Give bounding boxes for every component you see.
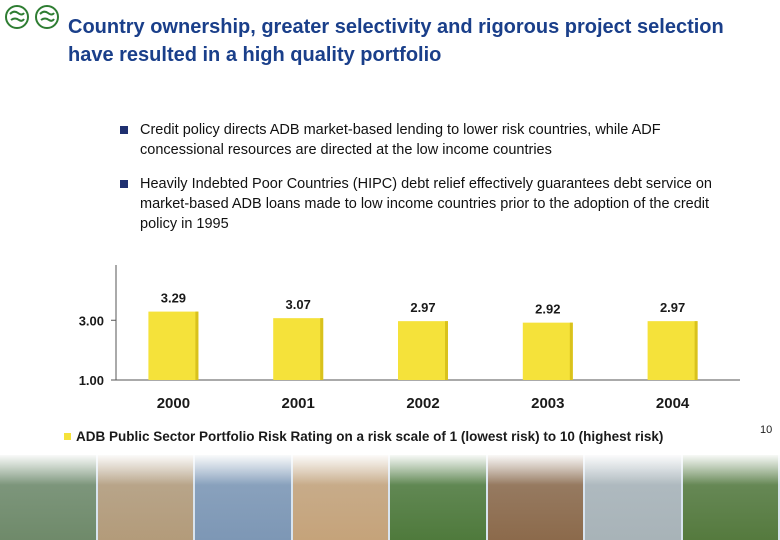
bullet-square-icon bbox=[120, 126, 128, 134]
bullet-text: Credit policy directs ADB market-based l… bbox=[140, 122, 661, 158]
x-tick-label: 2004 bbox=[656, 395, 690, 412]
adb-logo-icon bbox=[5, 5, 29, 29]
bar-value-label: 2.92 bbox=[535, 302, 560, 317]
y-tick-label: 1.00 bbox=[79, 373, 104, 388]
bullet-text: Heavily Indebted Poor Countries (HIPC) d… bbox=[140, 176, 712, 232]
bullet-list: Credit policy directs ADB market-based l… bbox=[120, 120, 740, 248]
bar-value-label: 3.07 bbox=[286, 297, 311, 312]
bar-shadow bbox=[445, 321, 448, 380]
bar-shadow bbox=[569, 322, 573, 380]
bullet-item: Heavily Indebted Poor Countries (HIPC) d… bbox=[120, 174, 740, 234]
y-tick-label: 3.00 bbox=[79, 313, 104, 328]
adb-logo-icon bbox=[35, 5, 59, 29]
x-tick-label: 2001 bbox=[282, 395, 315, 412]
bullet-item: Credit policy directs ADB market-based l… bbox=[120, 120, 740, 160]
bar bbox=[522, 322, 573, 380]
bar-value-label: 3.29 bbox=[161, 291, 186, 306]
legend-label: ADB Public Sector Portfolio Risk Rating … bbox=[76, 429, 663, 444]
footer-photo-strip bbox=[0, 455, 780, 540]
bar-shadow bbox=[694, 321, 698, 380]
bar-shadow bbox=[320, 318, 324, 380]
footer-fade bbox=[0, 455, 780, 485]
x-tick-label: 2000 bbox=[157, 395, 190, 412]
risk-rating-bar-chart: 1.00 3.00 3.29 2000 3.07 2001 2.97 2002 2.92 2003… bbox=[64, 265, 740, 444]
bullet-square-icon bbox=[120, 180, 128, 188]
bar bbox=[647, 321, 698, 380]
page-number: 10 bbox=[760, 424, 773, 436]
bar bbox=[148, 311, 199, 380]
legend-swatch bbox=[64, 433, 71, 440]
bar bbox=[273, 318, 324, 380]
bar bbox=[398, 321, 448, 380]
bar-shadow bbox=[195, 311, 199, 380]
bar-value-label: 2.97 bbox=[410, 300, 435, 315]
slide-title: Country ownership, greater selectivity a… bbox=[68, 16, 724, 66]
x-tick-label: 2002 bbox=[406, 395, 439, 412]
x-tick-label: 2003 bbox=[531, 395, 564, 412]
bar-value-label: 2.97 bbox=[660, 300, 685, 315]
